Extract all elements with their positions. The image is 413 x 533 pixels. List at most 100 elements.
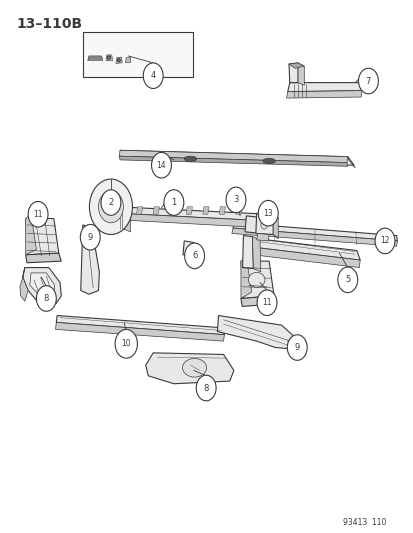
Circle shape — [374, 228, 394, 254]
Polygon shape — [120, 150, 353, 165]
Text: 93413  110: 93413 110 — [342, 518, 385, 527]
Circle shape — [98, 191, 123, 223]
Polygon shape — [26, 219, 59, 255]
Polygon shape — [273, 214, 278, 238]
Ellipse shape — [117, 59, 120, 62]
Polygon shape — [217, 316, 297, 349]
Polygon shape — [231, 228, 396, 246]
Circle shape — [287, 335, 306, 360]
Circle shape — [187, 246, 192, 252]
Polygon shape — [20, 268, 28, 301]
Circle shape — [337, 267, 357, 293]
Text: 11: 11 — [33, 210, 43, 219]
Circle shape — [225, 187, 245, 213]
Circle shape — [115, 329, 137, 358]
Polygon shape — [120, 207, 126, 214]
Circle shape — [101, 190, 121, 215]
Circle shape — [260, 221, 267, 229]
Polygon shape — [169, 207, 176, 214]
Text: 1: 1 — [171, 198, 176, 207]
Polygon shape — [88, 56, 102, 60]
Polygon shape — [193, 243, 197, 259]
Text: 11: 11 — [262, 298, 271, 307]
Circle shape — [184, 243, 204, 269]
Polygon shape — [286, 91, 361, 98]
Circle shape — [36, 286, 56, 311]
Circle shape — [256, 290, 276, 316]
Polygon shape — [244, 246, 359, 268]
Ellipse shape — [184, 156, 196, 161]
Text: 9: 9 — [88, 233, 93, 241]
Text: 13: 13 — [263, 209, 273, 217]
Polygon shape — [136, 207, 142, 214]
Circle shape — [358, 68, 377, 94]
Polygon shape — [288, 63, 297, 83]
Polygon shape — [255, 213, 273, 235]
Polygon shape — [119, 156, 347, 166]
Polygon shape — [235, 207, 242, 214]
Polygon shape — [297, 63, 304, 85]
Polygon shape — [116, 206, 124, 230]
Polygon shape — [55, 322, 224, 341]
Polygon shape — [56, 316, 224, 335]
Circle shape — [258, 200, 278, 226]
Polygon shape — [240, 257, 251, 298]
Polygon shape — [145, 353, 233, 384]
Ellipse shape — [262, 158, 275, 164]
Ellipse shape — [107, 56, 110, 59]
Text: 14: 14 — [156, 161, 166, 169]
Text: 9: 9 — [294, 343, 299, 352]
Polygon shape — [347, 157, 354, 168]
Polygon shape — [233, 223, 396, 241]
Polygon shape — [116, 207, 271, 221]
Polygon shape — [252, 237, 260, 272]
Polygon shape — [183, 241, 193, 256]
Polygon shape — [240, 296, 276, 306]
Text: 5: 5 — [344, 276, 349, 284]
Circle shape — [151, 152, 171, 178]
Polygon shape — [103, 205, 118, 208]
Circle shape — [164, 190, 183, 215]
Circle shape — [89, 179, 132, 235]
Polygon shape — [116, 57, 122, 63]
Circle shape — [28, 201, 48, 227]
Text: 2: 2 — [108, 198, 113, 207]
Polygon shape — [244, 216, 273, 235]
Polygon shape — [287, 83, 361, 92]
Text: 12: 12 — [380, 237, 389, 245]
Text: 4: 4 — [150, 71, 155, 80]
Polygon shape — [271, 219, 278, 239]
Text: 7: 7 — [365, 77, 370, 85]
Ellipse shape — [248, 272, 264, 287]
Polygon shape — [242, 236, 253, 269]
Circle shape — [196, 375, 216, 401]
Polygon shape — [240, 261, 273, 298]
FancyBboxPatch shape — [83, 32, 192, 77]
Polygon shape — [119, 150, 347, 163]
Polygon shape — [115, 213, 271, 228]
Text: 13–110B: 13–110B — [17, 17, 83, 31]
Polygon shape — [256, 233, 268, 241]
Polygon shape — [219, 207, 225, 214]
Text: 3: 3 — [233, 196, 238, 204]
Polygon shape — [26, 253, 61, 263]
Polygon shape — [202, 207, 209, 214]
Text: 8: 8 — [203, 384, 208, 392]
Circle shape — [143, 63, 163, 88]
Text: 6: 6 — [192, 252, 197, 260]
Ellipse shape — [182, 358, 206, 377]
Polygon shape — [153, 207, 159, 214]
Polygon shape — [26, 214, 36, 255]
Polygon shape — [125, 57, 131, 63]
Text: 8: 8 — [44, 294, 49, 303]
Polygon shape — [23, 268, 61, 304]
Text: 10: 10 — [121, 340, 131, 348]
Polygon shape — [288, 63, 304, 68]
Polygon shape — [124, 206, 130, 232]
Circle shape — [80, 224, 100, 250]
Polygon shape — [106, 55, 112, 61]
Polygon shape — [186, 207, 192, 214]
Polygon shape — [81, 225, 99, 294]
Polygon shape — [244, 237, 359, 260]
Polygon shape — [30, 273, 55, 297]
